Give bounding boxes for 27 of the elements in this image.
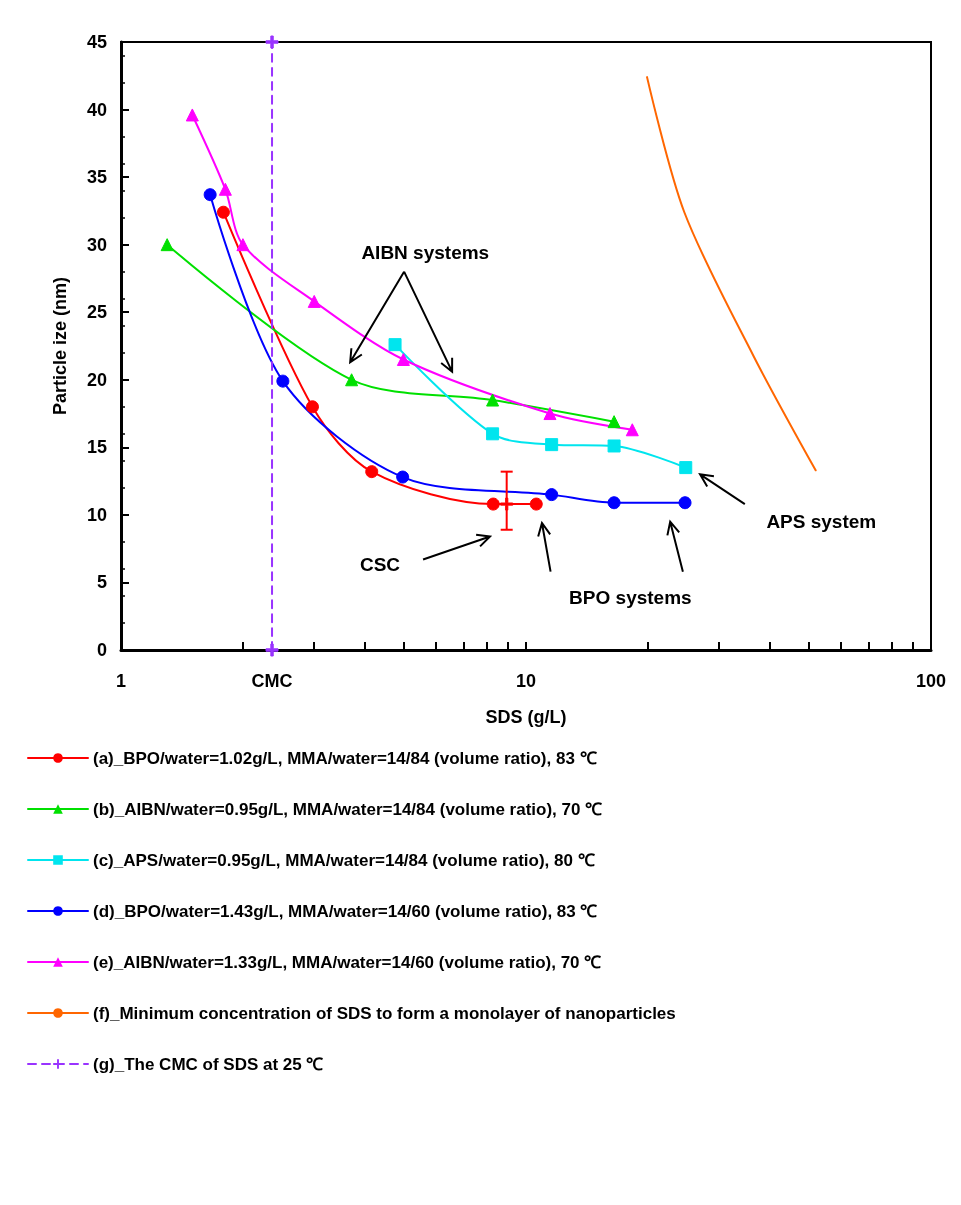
- legend-label: (g)_The CMC of SDS at 25 ℃: [93, 1054, 324, 1074]
- legend-label: (d)_BPO/water=1.43g/L, MMA/water=14/60 (volume ratio), 83 ℃: [93, 901, 598, 921]
- y-axis-title: Particle ize (nm): [50, 276, 70, 416]
- y-tick-label: 15: [86, 437, 107, 458]
- legend-label: (c)_APS/water=0.95g/L, MMA/water=14/84 (volume ratio), 80 ℃: [93, 850, 595, 870]
- y-tick-label: 10: [86, 504, 107, 525]
- x-tick-label: 100: [915, 671, 947, 691]
- legend-label: (e)_AIBN/water=1.33g/L, MMA/water=14/60 (volume ratio), 70 ℃: [93, 952, 602, 972]
- annotation: AIBN systems: [361, 242, 490, 264]
- legend-label: (a)_BPO/water=1.02g/L, MMA/water=14/84 (volume ratio), 83 ℃: [93, 748, 597, 768]
- x-tick-label: 1: [115, 671, 127, 691]
- y-tick-label: 30: [86, 234, 107, 255]
- annotation: APS system: [766, 511, 877, 533]
- x-tick-label: CMC: [251, 671, 293, 691]
- legend-label: (f)_Minimum concentration of SDS to form a monolayer of nanoparticles: [93, 1003, 676, 1023]
- x-tick-label: 10: [515, 671, 537, 691]
- annotation: BPO systems: [569, 586, 692, 608]
- y-tick-label: 25: [86, 302, 107, 323]
- y-tick-label: 5: [96, 572, 107, 593]
- x-axis-title: SDS (g/L): [485, 707, 567, 727]
- y-tick-label: 45: [86, 32, 107, 52]
- y-tick-label: 35: [86, 167, 107, 188]
- legend-label: (b)_AIBN/water=0.95g/L, MMA/water=14/84 (volume ratio), 70 ℃: [93, 799, 603, 819]
- y-tick-label: 40: [86, 99, 107, 120]
- annotation: CSC: [359, 554, 401, 576]
- y-tick-label: 20: [86, 369, 107, 390]
- y-tick-label: 0: [96, 640, 107, 660]
